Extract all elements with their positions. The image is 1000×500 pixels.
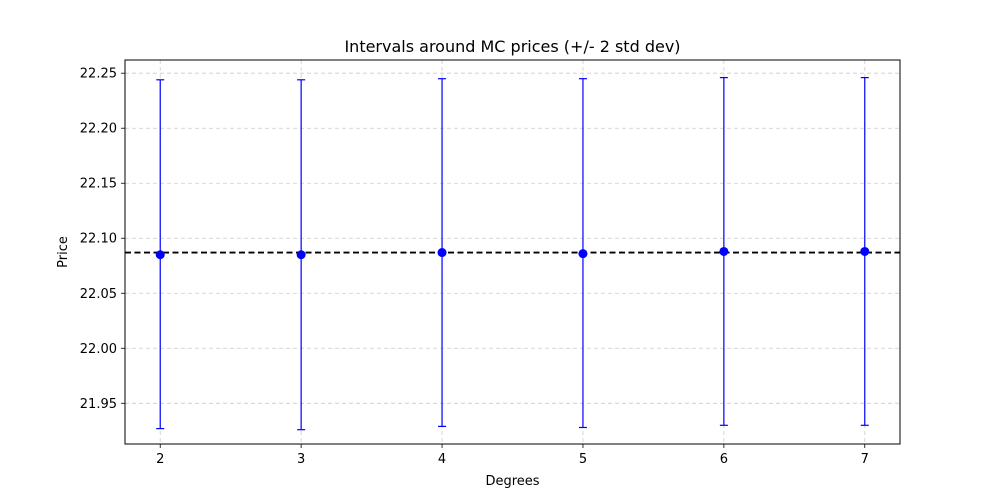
grid-lines xyxy=(125,60,900,444)
x-tick-label: 5 xyxy=(579,452,587,467)
data-point xyxy=(860,246,870,256)
x-tick-label: 3 xyxy=(297,452,305,467)
x-tick-label: 4 xyxy=(438,452,446,467)
data-point xyxy=(578,249,588,259)
y-axis-label: Price xyxy=(56,236,71,268)
y-tick-label: 22.00 xyxy=(80,342,117,357)
y-tick-label: 22.20 xyxy=(80,122,117,137)
y-tick-label: 22.05 xyxy=(80,287,117,302)
y-tick-label: 21.95 xyxy=(80,397,117,412)
y-axis-ticks: 21.95 22.00 22.05 22.10 22.15 22.20 22.25 xyxy=(80,67,125,412)
x-axis-label: Degrees xyxy=(485,474,539,489)
x-tick-label: 6 xyxy=(720,452,728,467)
data-points xyxy=(155,246,870,260)
data-point xyxy=(719,246,729,256)
data-point xyxy=(155,250,165,260)
x-tick-label: 7 xyxy=(861,452,869,467)
x-axis-ticks: 2 3 4 5 6 7 xyxy=(156,444,869,467)
x-tick-label: 2 xyxy=(156,452,164,467)
y-tick-label: 22.25 xyxy=(80,67,117,82)
y-tick-label: 22.15 xyxy=(80,177,117,192)
y-tick-label: 22.10 xyxy=(80,232,117,247)
data-point xyxy=(296,250,306,260)
chart-title: Intervals around MC prices (+/- 2 std de… xyxy=(344,37,680,56)
data-point xyxy=(437,248,447,258)
plot-area-frame xyxy=(124,59,901,445)
